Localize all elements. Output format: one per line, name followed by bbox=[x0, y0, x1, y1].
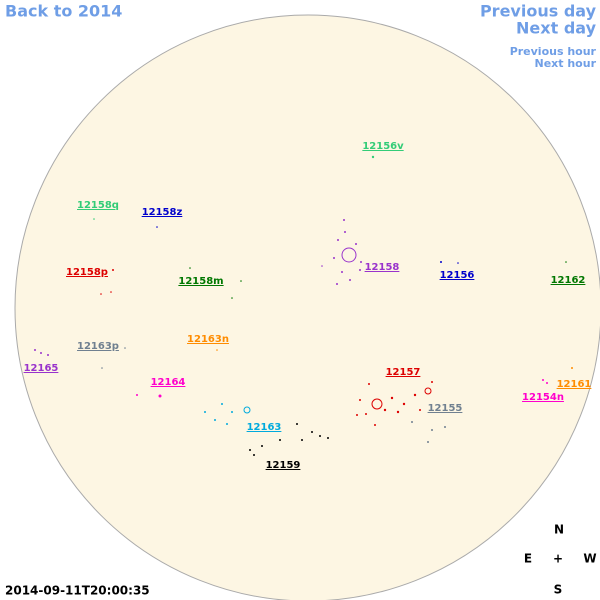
timestamp: 2014-09-11T20:00:35 bbox=[5, 584, 150, 598]
region-label[interactable]: 12163p bbox=[77, 341, 119, 352]
region-label[interactable]: 12154n bbox=[522, 392, 564, 403]
previous-hour-link[interactable]: Previous hour bbox=[510, 45, 597, 58]
compass-center: + bbox=[553, 552, 563, 566]
region-labels: 12156v 12158q 12158z 12158p 12158m 12158… bbox=[24, 141, 592, 471]
next-hour-link[interactable]: Next hour bbox=[535, 57, 597, 70]
region-label[interactable]: 12158 bbox=[365, 262, 400, 273]
region-label[interactable]: 12164 bbox=[151, 377, 186, 388]
region-label[interactable]: 12158z bbox=[142, 207, 183, 218]
spots bbox=[34, 155, 573, 456]
region-label[interactable]: 12156v bbox=[362, 141, 404, 152]
region-label[interactable]: 12161 bbox=[557, 379, 592, 390]
compass-north: N bbox=[554, 523, 564, 537]
region-label[interactable]: 12165 bbox=[24, 363, 59, 374]
compass-south: S bbox=[554, 583, 563, 597]
region-label[interactable]: 12158q bbox=[77, 200, 119, 211]
region-label[interactable]: 12162 bbox=[551, 275, 586, 286]
compass-west: W bbox=[583, 552, 596, 566]
region-label[interactable]: 12163 bbox=[247, 422, 282, 433]
region-label[interactable]: 12158m bbox=[178, 276, 223, 287]
region-label[interactable]: 12159 bbox=[266, 460, 301, 471]
solar-disk bbox=[14, 14, 600, 600]
region-label[interactable]: 12155 bbox=[428, 403, 463, 414]
region-label[interactable]: 12163n bbox=[187, 334, 229, 345]
region-label[interactable]: 12157 bbox=[386, 367, 421, 378]
region-label[interactable]: 12156 bbox=[440, 270, 475, 281]
compass-east: E bbox=[524, 552, 532, 566]
previous-day-link[interactable]: Previous day bbox=[480, 2, 597, 21]
next-day-link[interactable]: Next day bbox=[516, 19, 597, 38]
back-link[interactable]: Back to 2014 bbox=[5, 2, 122, 21]
region-label[interactable]: 12158p bbox=[66, 267, 108, 278]
